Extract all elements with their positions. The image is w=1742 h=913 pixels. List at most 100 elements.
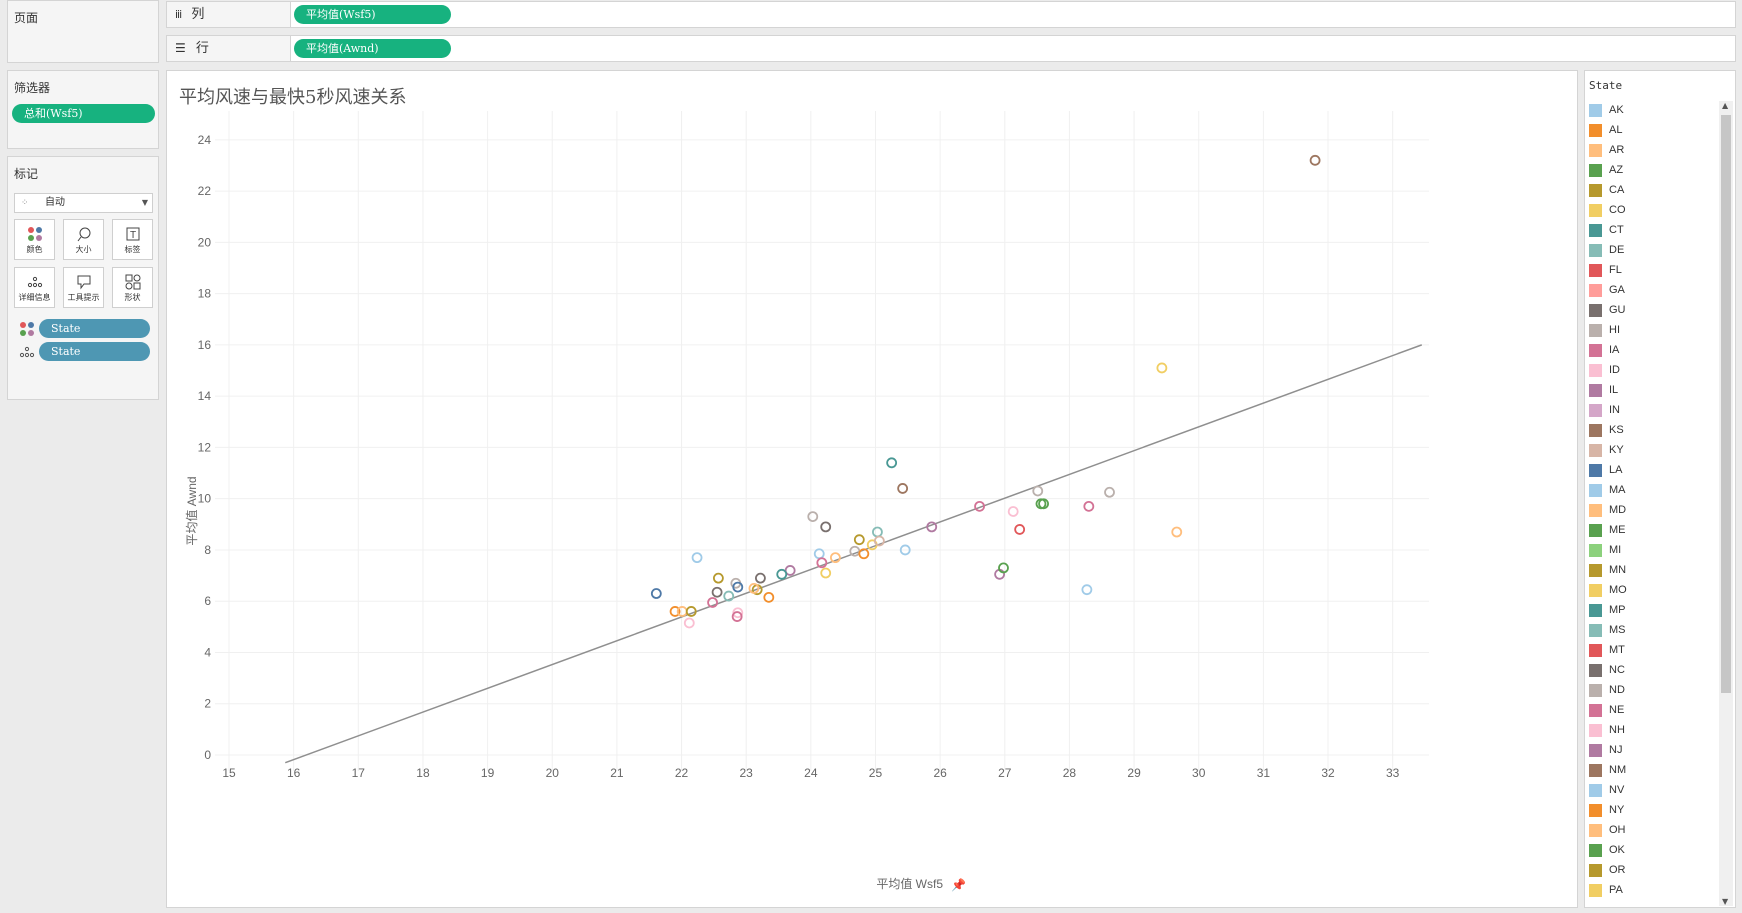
data-point [807,511,819,523]
legend-swatch [1589,384,1602,397]
x-tick-label: 23 [740,766,754,780]
shape-card[interactable]: 形状 [112,267,153,308]
data-point [732,581,744,593]
legend-label: AZ [1609,164,1624,176]
legend-swatch [1589,704,1602,717]
legend-label: DE [1609,244,1625,256]
data-point [650,588,662,599]
filter-pill-wsf5[interactable]: 总和(Wsf5) [12,104,155,123]
rows-shelf: ☰ 行 平均值(Awnd) [166,35,1736,62]
chart-panel: 平均风速与最快5秒风速关系 15 16 17 18 19 20 21 22 23 24 25 26 27… [166,70,1578,908]
x-tick-label: 31 [1257,766,1271,780]
x-tick-label: 29 [1127,766,1141,780]
columns-pill-wsf5[interactable]: 平均值(Wsf5) [294,5,451,24]
pin-icon: 📌 [951,877,966,892]
filters-panel: 筛选器 总和(Wsf5) [7,70,159,149]
legend-label: NH [1609,724,1625,736]
color-card[interactable]: 颜色 [14,219,55,260]
x-tick-label: 27 [998,766,1012,780]
legend-label: NY [1609,804,1625,816]
data-point [712,572,724,584]
data-point [1171,526,1183,538]
rows-icon: ☰ [175,41,186,55]
tooltip-card[interactable]: 工具提示 [63,267,104,308]
legend-swatch [1589,404,1602,417]
legend-label: ND [1609,684,1625,696]
legend-label: MA [1609,484,1626,496]
legend-list: AK AL AR AZ CA CO CT DE FL GA GU HI IA ID IL IN KS KY LA MA… [1585,101,1717,906]
data-point [1156,362,1168,374]
scroll-up-icon[interactable]: ▲ [1722,101,1729,110]
legend-swatch [1589,824,1602,837]
data-point [974,500,985,512]
legend-title: State [1589,79,1623,92]
legend-swatch [1589,424,1602,437]
data-point [1032,485,1044,497]
data-point [849,545,861,557]
y-tick-label: 12 [198,440,212,454]
legend-swatch [1589,764,1602,777]
legend-label: AK [1609,104,1624,116]
legend-swatch [1589,284,1602,297]
mark-type-value: 自动 [45,197,65,208]
legend-label: CT [1609,224,1624,236]
data-point [691,552,703,564]
legend-label: IA [1609,344,1620,356]
scatter-chart: 平均风速与最快5秒风速关系 15 16 17 18 19 20 21 22 23 24 25 26 27… [179,87,1429,892]
mark-type-dropdown[interactable]: ⁘ 自动 ▼ [14,193,153,213]
legend-label: MI [1609,544,1622,556]
label-card[interactable]: T 标签 [112,219,153,260]
size-card[interactable]: 大小 [63,219,104,260]
data-point [858,548,870,560]
scroll-down-icon[interactable]: ▼ [1722,897,1729,906]
legend-label: KS [1609,424,1624,436]
legend-label: OK [1609,844,1625,856]
trend-line-group [284,344,1423,764]
legend-swatch [1589,184,1602,197]
filters-panel-title: 筛选器 [14,81,51,95]
y-tick-label: 20 [198,235,212,249]
x-tick-label: 20 [546,766,560,780]
label-card-label: 标签 [124,245,141,254]
legend-scrollbar[interactable]: ▲ ▼ [1719,101,1733,906]
columns-shelf: iii 列 平均值(Wsf5) [166,1,1736,28]
legend-swatch [1589,124,1602,137]
pages-panel-title: 页面 [14,11,39,25]
shape-icon [125,274,140,290]
data-point [813,548,825,560]
y-tick-label: 6 [204,594,211,608]
color-pill-state[interactable]: State [39,319,150,338]
legend-label: KY [1609,444,1624,456]
data-point [853,534,865,546]
data-point [763,591,775,603]
legend-label: IN [1609,404,1620,416]
legend-swatch [1589,604,1602,617]
data-point [784,565,796,576]
legend-swatch [1589,104,1602,117]
legend-label: NM [1609,764,1627,776]
detail-pill-state[interactable]: State [39,342,150,361]
columns-icon: iii [175,8,182,21]
data-point [926,521,938,533]
pages-panel: 页面 [7,0,159,63]
data-point [707,597,718,608]
legend-swatch [1589,324,1602,337]
detail-card[interactable]: 详细信息 [14,267,55,308]
tooltip-icon [77,275,90,290]
data-point [886,457,898,469]
scrollbar-thumb[interactable] [1721,115,1731,693]
data-point [732,607,744,619]
detail-icon [27,276,42,288]
trend-line [284,344,1423,764]
legend-swatch [1589,684,1602,697]
legend-label: OR [1609,864,1626,876]
data-point [723,590,735,602]
legend-swatch [1589,644,1602,657]
y-tick-label: 22 [198,184,212,198]
legend-label: FL [1609,264,1622,276]
columns-label-text: 列 [191,7,205,22]
legend-label: CO [1609,204,1626,216]
x-axis-ticks: 15 16 17 18 19 20 21 22 23 24 25 26 27 28 29 30 31 32 33 [222,766,1399,780]
legend-label: CA [1609,184,1625,196]
rows-pill-awnd[interactable]: 平均值(Awnd) [294,39,451,58]
